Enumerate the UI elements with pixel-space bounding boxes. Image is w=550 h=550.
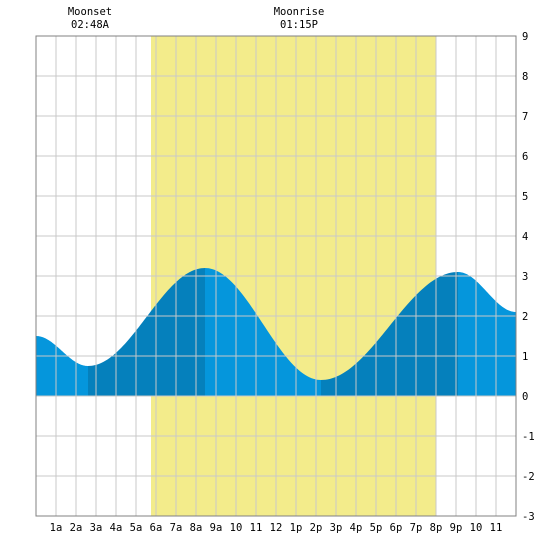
y-tick-label: 0 bbox=[522, 391, 528, 403]
y-tick-label: 5 bbox=[522, 191, 528, 203]
tide-area-rising bbox=[88, 268, 205, 396]
x-tick-label: 6a bbox=[150, 522, 163, 534]
x-tick-label: 2p bbox=[310, 522, 323, 534]
tide-area-falling bbox=[458, 272, 516, 396]
x-tick-label: 1p bbox=[290, 522, 303, 534]
x-tick-label: 7a bbox=[170, 522, 183, 534]
moon-event-title: Moonrise bbox=[274, 6, 325, 18]
y-tick-label: 1 bbox=[522, 351, 528, 363]
tide-area-rising bbox=[321, 272, 458, 396]
x-tick-label: 11 bbox=[490, 522, 503, 534]
x-tick-label: 5p bbox=[370, 522, 383, 534]
y-tick-label: -3 bbox=[522, 511, 535, 523]
x-tick-label: 2a bbox=[70, 522, 83, 534]
x-tick-label: 5a bbox=[130, 522, 143, 534]
plot-frame bbox=[35, 35, 517, 517]
x-tick-label: 3p bbox=[330, 522, 343, 534]
x-tick-label: 4a bbox=[110, 522, 123, 534]
y-tick-label: 7 bbox=[522, 111, 528, 123]
x-tick-label: 3a bbox=[90, 522, 103, 534]
x-tick-label: 8a bbox=[190, 522, 203, 534]
tide-area-falling bbox=[205, 268, 321, 396]
x-tick-label: 9a bbox=[210, 522, 223, 534]
x-tick-label: 7p bbox=[410, 522, 423, 534]
moon-event-title: Moonset bbox=[68, 6, 112, 18]
moon-event-time: 02:48A bbox=[71, 19, 110, 31]
x-tick-label: 6p bbox=[390, 522, 403, 534]
y-tick-label: -2 bbox=[522, 471, 535, 483]
x-tick-label: 11 bbox=[250, 522, 263, 534]
y-tick-label: -1 bbox=[522, 431, 535, 443]
x-tick-label: 10 bbox=[230, 522, 243, 534]
x-tick-label: 10 bbox=[470, 522, 483, 534]
x-tick-label: 4p bbox=[350, 522, 363, 534]
y-tick-label: 2 bbox=[522, 311, 528, 323]
x-tick-label: 12 bbox=[270, 522, 283, 534]
y-tick-label: 4 bbox=[522, 231, 528, 243]
x-tick-label: 1a bbox=[50, 522, 63, 534]
y-tick-label: 9 bbox=[522, 31, 528, 43]
x-tick-label: 9p bbox=[450, 522, 463, 534]
x-tick-label: 8p bbox=[430, 522, 443, 534]
y-tick-label: 6 bbox=[522, 151, 528, 163]
tide-area-falling bbox=[36, 336, 88, 396]
y-tick-label: 3 bbox=[522, 271, 528, 283]
moon-event-time: 01:15P bbox=[280, 19, 318, 31]
y-tick-label: 8 bbox=[522, 71, 528, 83]
